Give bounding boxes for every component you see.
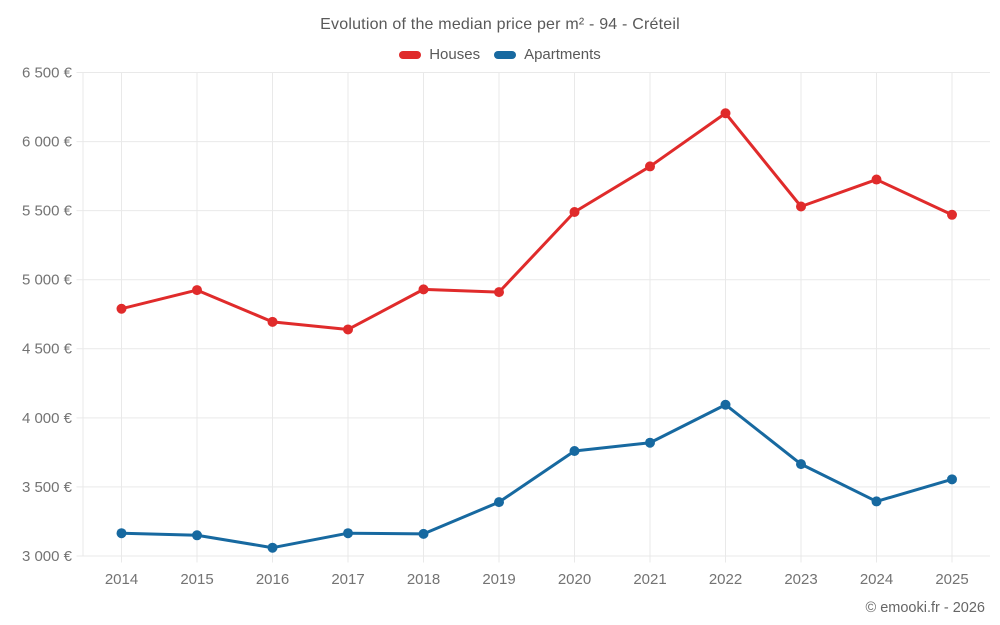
- legend-item-apartments[interactable]: Apartments: [494, 46, 601, 63]
- houses-point-2022: [720, 108, 731, 119]
- apartments-point-2020: [569, 446, 580, 457]
- apartments-point-2021: [645, 437, 655, 448]
- y-tick-label: 6 500 €: [22, 64, 73, 81]
- x-tick-label: 2019: [482, 571, 515, 588]
- legend-label-apartments: Apartments: [524, 46, 601, 63]
- apartments-legend-swatch-icon: [494, 50, 517, 59]
- y-tick-label: 5 000 €: [22, 272, 73, 289]
- x-tick-label: 2015: [180, 571, 213, 588]
- apartments-point-2016: [267, 542, 278, 553]
- houses-point-2016: [267, 316, 278, 327]
- houses-point-2025: [947, 209, 957, 220]
- apartments-point-2017: [343, 528, 353, 539]
- x-tick-label: 2025: [935, 571, 968, 588]
- apartments-point-2023: [796, 459, 806, 470]
- apartments-point-2015: [192, 530, 202, 541]
- legend-label-houses: Houses: [429, 46, 481, 63]
- series-apartments: [116, 399, 957, 553]
- apartments-point-2024: [871, 496, 882, 507]
- apartments-point-2018: [418, 528, 429, 539]
- apartments-point-2014: [116, 528, 127, 539]
- y-grid: 3 000 € 3 500 € 4 000 € 4 500 € 5 000 € 5 500…: [22, 64, 990, 565]
- apartments-point-2025: [947, 474, 957, 485]
- houses-point-2014: [116, 303, 127, 314]
- houses-point-2018: [418, 284, 429, 295]
- chart-title: Evolution of the median price per m² - 9…: [320, 16, 680, 33]
- x-tick-label: 2022: [709, 571, 742, 588]
- houses-point-2023: [796, 201, 806, 212]
- houses-point-2024: [871, 174, 882, 185]
- houses-line: [120, 111, 954, 331]
- houses-point-2019: [494, 287, 504, 298]
- x-grid: 2014 2015 2016 2017 2018 2019 2020 2021 2022 2023…: [105, 72, 969, 588]
- apartments-point-2019: [494, 497, 504, 508]
- houses-point-2017: [343, 324, 353, 335]
- x-tick-label: 2020: [558, 571, 591, 588]
- y-tick-label: 4 500 €: [22, 341, 73, 358]
- y-tick-label: 4 000 €: [22, 410, 73, 427]
- apartments-line: [120, 403, 954, 550]
- legend-item-houses[interactable]: Houses: [399, 46, 480, 63]
- houses-point-2015: [192, 285, 202, 296]
- y-tick-label: 6 000 €: [22, 134, 73, 151]
- x-tick-label: 2018: [407, 571, 440, 588]
- apartments-point-2022: [720, 399, 731, 410]
- x-tick-label: 2024: [860, 571, 893, 588]
- chart-legend: Houses Apartments: [0, 46, 1000, 63]
- y-tick-label: 3 000 €: [22, 548, 73, 565]
- x-tick-label: 2017: [331, 571, 364, 588]
- x-tick-label: 2021: [633, 571, 666, 588]
- series-houses: [116, 108, 957, 335]
- x-tick-label: 2014: [105, 571, 138, 588]
- footer-credit: © emooki.fr - 2026: [865, 600, 985, 616]
- houses-point-2020: [569, 207, 580, 218]
- x-tick-label: 2023: [784, 571, 817, 588]
- y-tick-label: 5 500 €: [22, 203, 73, 220]
- houses-point-2021: [645, 161, 655, 172]
- x-tick-label: 2016: [256, 571, 289, 588]
- houses-legend-swatch-icon: [399, 50, 422, 59]
- y-tick-label: 3 500 €: [22, 479, 73, 496]
